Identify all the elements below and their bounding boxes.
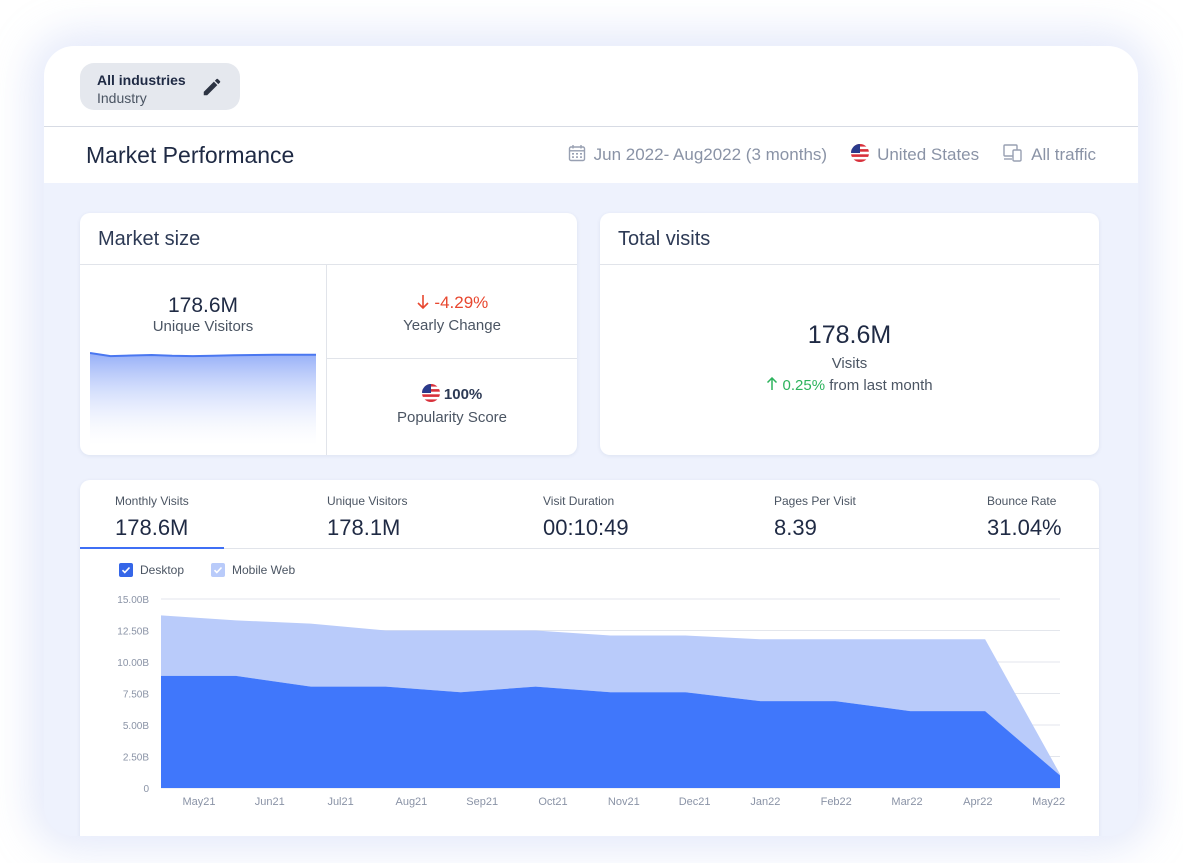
legend-desktop[interactable]: Desktop: [119, 563, 184, 577]
metric-value: 31.04%: [987, 515, 1062, 540]
legend-mobile-label: Mobile Web: [232, 563, 296, 577]
y-tick-label: 15.00B: [117, 595, 149, 606]
y-tick-label: 2.50B: [123, 753, 149, 764]
total-visits-change-text: from last month: [829, 377, 933, 394]
y-tick-label: 10.00B: [117, 658, 149, 669]
us-flag-icon: [421, 384, 444, 403]
industry-chip[interactable]: All industries Industry: [80, 63, 240, 110]
unique-visitors-value: 178.6M: [167, 294, 239, 317]
sparkline-area: [90, 353, 316, 445]
x-tick-label: Aug21: [395, 796, 427, 808]
x-tick-label: Jul21: [327, 796, 353, 808]
x-tick-label: Sep21: [466, 796, 498, 808]
arrow-up-icon: [766, 376, 778, 394]
traffic-overview-panel: Monthly Visits 178.6M Unique Visitors 17…: [80, 480, 1099, 836]
x-tick-label: Jan22: [750, 796, 780, 808]
market-size-panel: Market size 178.6M Unique Visitors -4.29…: [80, 213, 577, 455]
popularity-label: Popularity Score: [396, 409, 508, 426]
series-desktop-area: [161, 675, 1060, 788]
metric-label: Pages Per Visit: [774, 494, 856, 508]
y-tick-label: 0: [143, 784, 149, 795]
legend-desktop-label: Desktop: [140, 563, 185, 577]
popularity-score: 100%: [327, 384, 577, 403]
x-tick-label: Nov21: [608, 796, 640, 808]
unique-visitors-sparkline: [90, 352, 316, 445]
legend-mobile-web[interactable]: Mobile Web: [211, 563, 295, 577]
series-mobile-web-area: [161, 615, 1060, 776]
checkbox-checked-icon[interactable]: [119, 563, 133, 577]
metric-label: Bounce Rate: [987, 494, 1057, 508]
industry-chip-subtitle: Industry: [97, 90, 147, 106]
yearly-change-value: -4.29%: [434, 293, 489, 312]
main-card: All industries Industry Market Performan…: [44, 46, 1138, 836]
x-tick-label: Apr22: [963, 796, 992, 808]
metric-label: Monthly Visits: [115, 494, 189, 508]
y-tick-label: 7.50B: [123, 690, 149, 701]
us-flag-icon: [851, 143, 870, 167]
x-tick-label: Feb22: [821, 796, 852, 808]
metric-label: Visit Duration: [543, 494, 615, 508]
total-visits-change: 0.25% from last month: [600, 376, 1099, 394]
x-tick-label: May22: [1032, 796, 1065, 808]
country-label: United States: [877, 145, 980, 164]
header-filters: Jun 2022- Aug2022 (3 months) United Stat…: [568, 143, 1096, 167]
active-tab-indicator: [80, 547, 224, 549]
devices-icon: [1003, 143, 1023, 167]
page-title: Market Performance: [86, 142, 295, 168]
date-range-filter[interactable]: Jun 2022- Aug2022 (3 months): [568, 144, 827, 167]
traffic-filter[interactable]: All traffic: [1003, 143, 1096, 167]
total-visits-label: Visits: [831, 355, 868, 372]
x-tick-label: May21: [182, 796, 215, 808]
yearly-change: -4.29%: [327, 293, 577, 313]
traffic-label: All traffic: [1031, 145, 1096, 164]
filter-bar: All industries Industry: [44, 46, 1138, 127]
metric-value: 178.1M: [327, 515, 401, 540]
x-tick-label: Mar22: [891, 796, 922, 808]
unique-visitors-label: Unique Visitors: [152, 318, 254, 335]
x-tick-label: Oct21: [538, 796, 567, 808]
date-range-label: Jun 2022- Aug2022 (3 months): [593, 145, 828, 164]
sparkline-line: [90, 352, 316, 358]
metric-value: 8.39: [774, 515, 817, 540]
y-tick-label: 5.00B: [123, 721, 149, 732]
yearly-change-label: Yearly Change: [403, 317, 501, 334]
metric-label: Unique Visitors: [327, 494, 408, 508]
total-visits-title: Total visits: [618, 228, 711, 250]
metric-value: 178.6M: [115, 515, 189, 540]
pencil-icon[interactable]: [201, 76, 223, 98]
country-filter[interactable]: United States: [851, 143, 980, 167]
checkbox-checked-icon[interactable]: [211, 563, 225, 577]
page-header: Market Performance Jun 2022- Aug2022 (3 …: [44, 127, 1138, 183]
market-size-title: Market size: [98, 228, 201, 250]
industry-chip-title: All industries: [97, 72, 186, 88]
arrow-down-icon: [416, 293, 430, 312]
total-visits-panel: Total visits 178.6M Visits 0.25% from la…: [600, 213, 1099, 455]
metric-value: 00:10:49: [543, 515, 629, 540]
total-visits-value: 178.6M: [807, 321, 892, 349]
x-tick-label: Dec21: [679, 796, 711, 808]
total-visits-change-value: 0.25%: [782, 377, 826, 394]
x-tick-label: Jun21: [255, 796, 285, 808]
y-tick-label: 12.50B: [117, 627, 149, 638]
visits-area-chart: 0 2.50B 5.00B 7.50B 10.00B 12.50B 15.00B May21 J…: [117, 595, 1065, 808]
popularity-value: 100%: [443, 386, 483, 403]
calendar-icon: [568, 144, 586, 167]
